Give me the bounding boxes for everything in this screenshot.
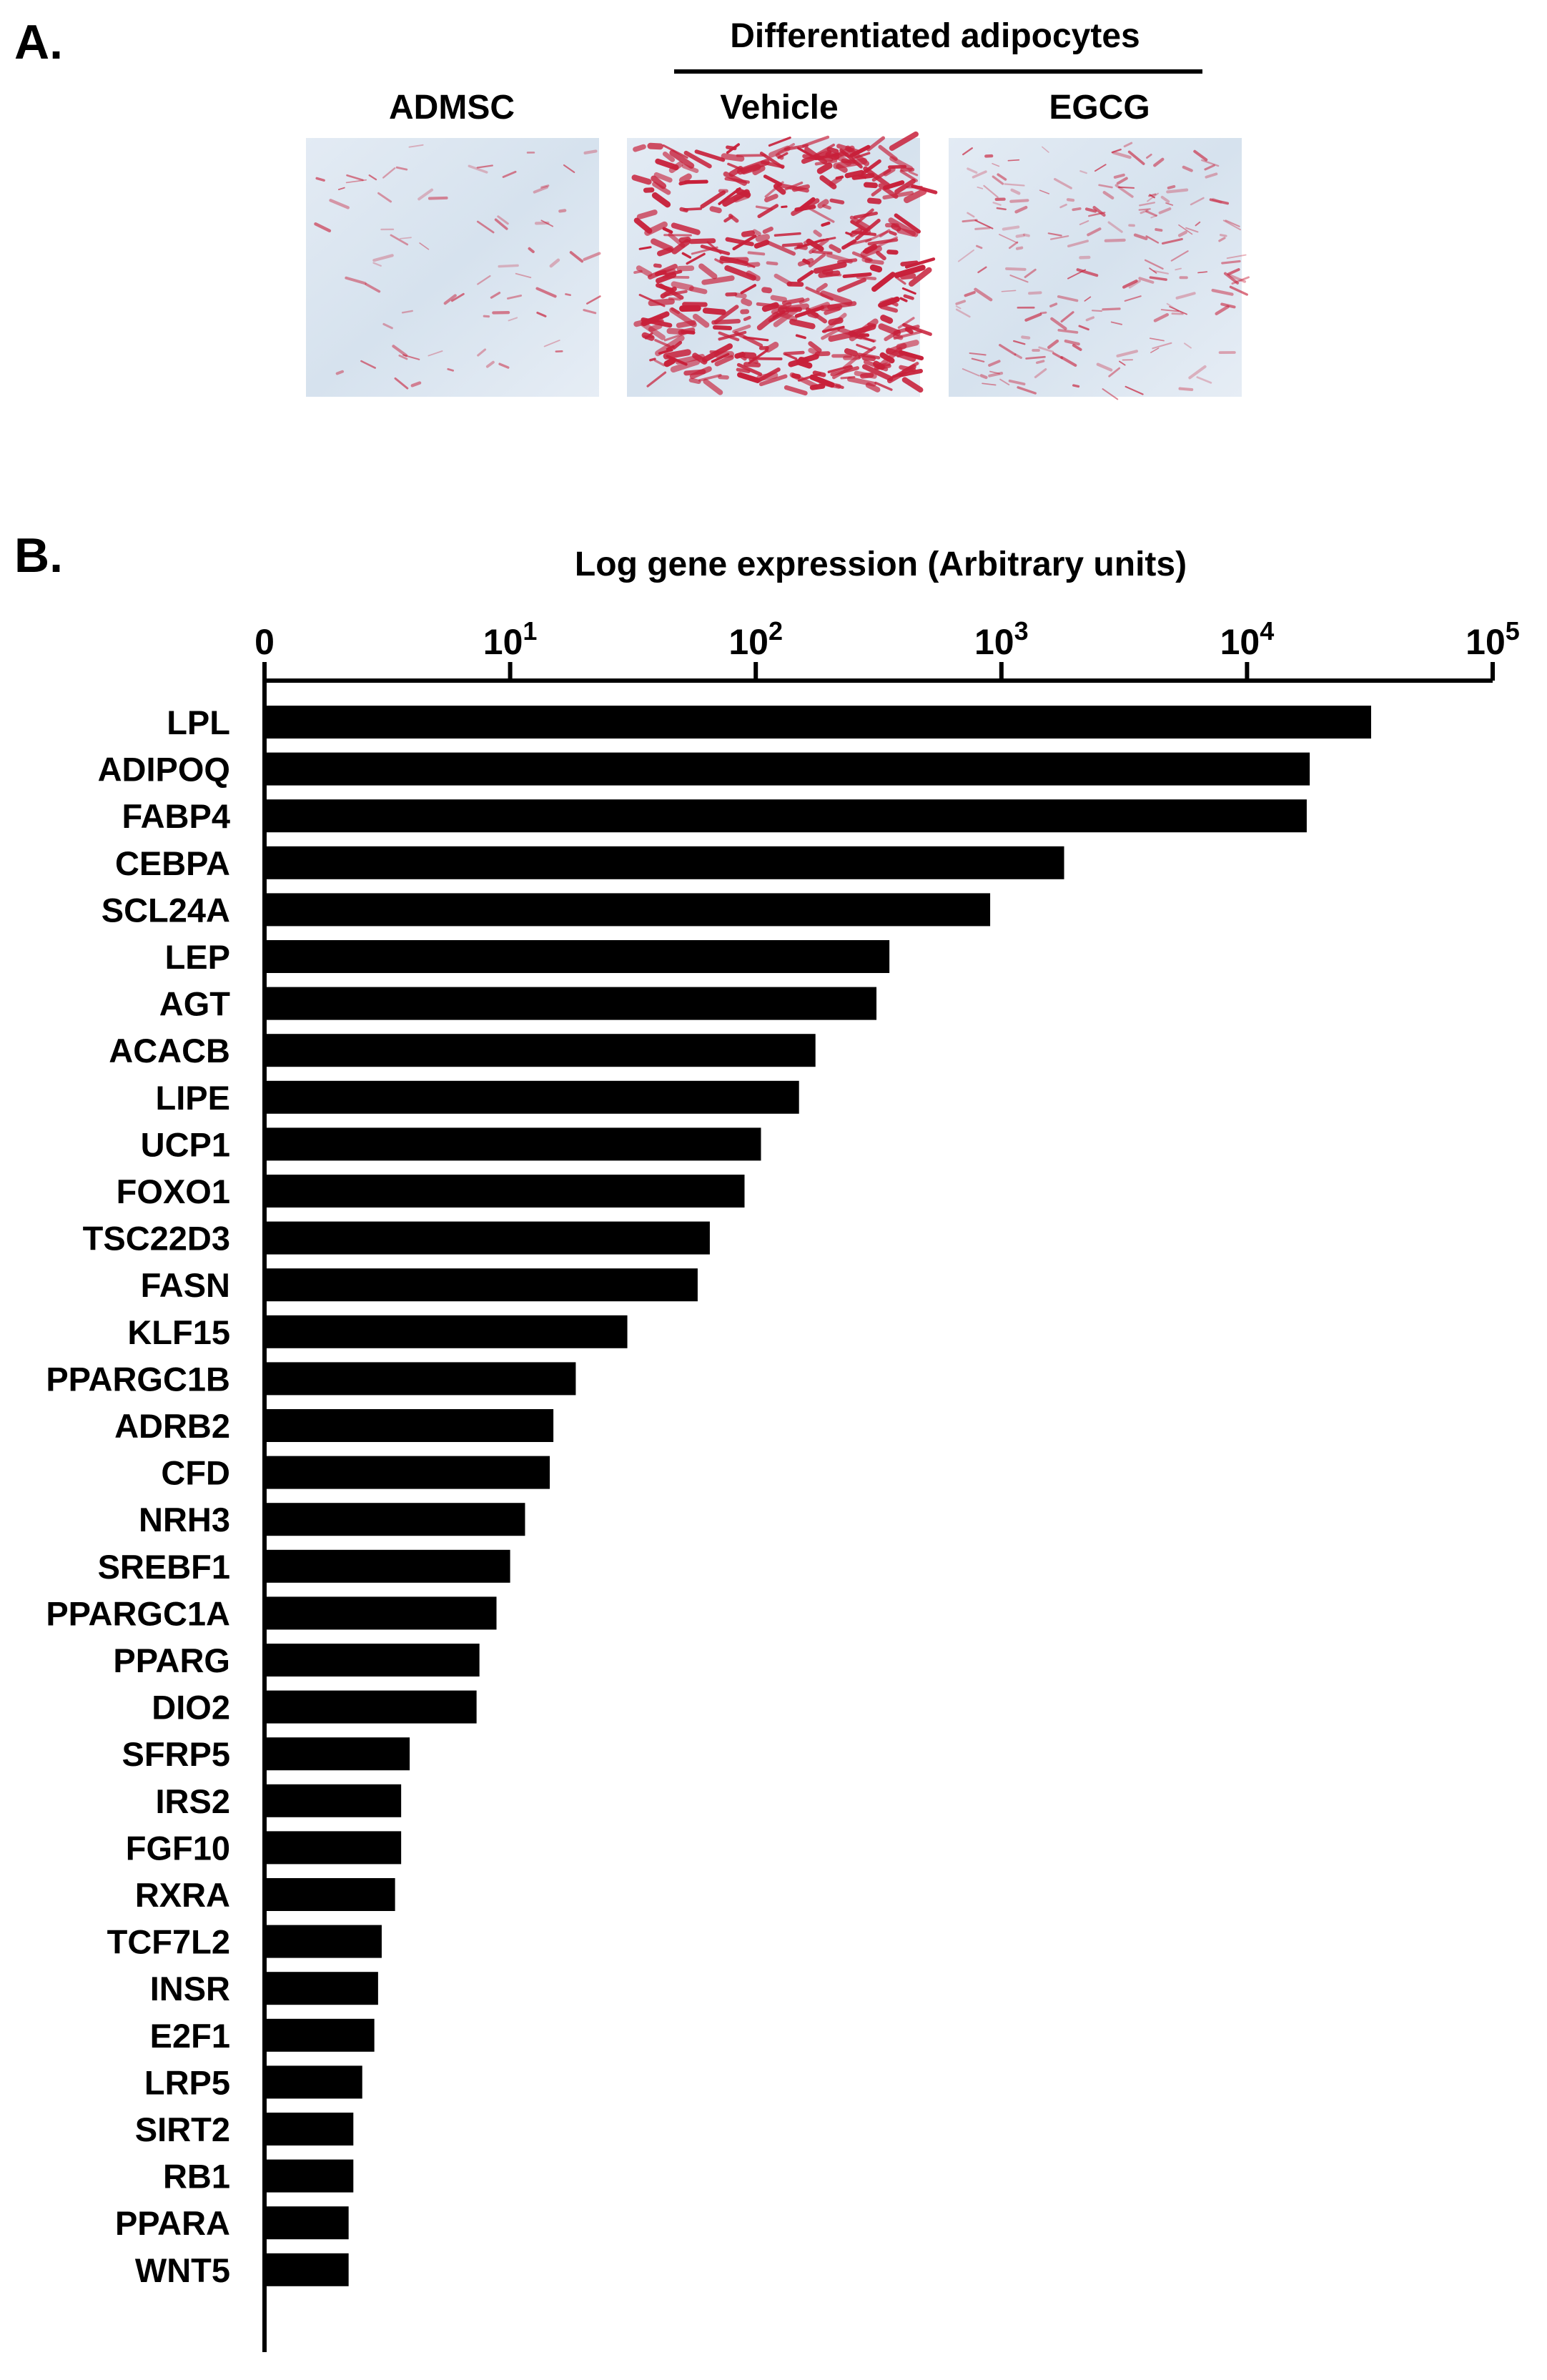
x-tick-base: 10 (483, 622, 523, 662)
bar-lep (265, 940, 890, 973)
bar-ppargc1b (265, 1362, 576, 1396)
category-label: LIPE (156, 1079, 230, 1117)
bar-adrb2 (265, 1409, 554, 1442)
bar-fasn (265, 1268, 698, 1302)
bar-adipoq (265, 752, 1310, 786)
image-label-admsc: ADMSC (389, 89, 515, 127)
category-label: ACACB (109, 1032, 230, 1070)
bar-fgf10 (265, 1831, 402, 1865)
category-label: WNT5 (135, 2251, 230, 2289)
bar-nrh3 (265, 1503, 525, 1536)
category-label: SIRT2 (135, 2110, 230, 2148)
micrograph-egcg (949, 138, 1250, 400)
category-label: CEBPA (115, 844, 230, 882)
panel-a-label: A. (14, 15, 63, 69)
micrograph-admsc (306, 138, 601, 397)
bar-lipe (265, 1080, 799, 1114)
category-label: SFRP5 (122, 1735, 231, 1773)
category-label: RXRA (135, 1876, 230, 1914)
x-tick-exponent: 2 (768, 616, 783, 646)
bar-ucp1 (265, 1127, 761, 1161)
category-label: ADRB2 (114, 1407, 230, 1445)
x-tick-label: 103 (974, 616, 1029, 662)
x-tick-base: 10 (974, 622, 1014, 662)
category-label: ADIPOQ (98, 751, 230, 789)
panel-b-label: B. (14, 528, 63, 583)
bar-pparg (265, 1644, 480, 1677)
image-label-vehicle: Vehicle (720, 89, 838, 127)
category-label: LEP (165, 938, 230, 976)
x-tick-label: 101 (483, 616, 538, 662)
category-label: UCP1 (141, 1125, 230, 1163)
category-label: DIO2 (152, 1689, 230, 1727)
category-label: SCL24A (102, 891, 230, 929)
category-label: RB1 (163, 2158, 230, 2196)
x-tick-label: 0 (254, 622, 275, 662)
category-label: PPARA (115, 2204, 230, 2242)
bar-tcf7l2 (265, 1925, 382, 1958)
category-label: FABP4 (122, 797, 231, 835)
bar-foxo1 (265, 1175, 745, 1208)
bar-agt (265, 987, 877, 1020)
category-label: LRP5 (144, 2063, 230, 2101)
category-label: TCF7L2 (107, 1923, 230, 1961)
category-label: INSR (150, 1970, 230, 2008)
bar-cfd (265, 1456, 550, 1489)
bar-cebpa (265, 846, 1064, 879)
bar-ppargc1a (265, 1596, 497, 1630)
x-tick-label: 105 (1466, 616, 1520, 662)
x-tick-exponent: 5 (1506, 616, 1520, 646)
bar-klf15 (265, 1315, 628, 1348)
category-label: FGF10 (126, 1829, 230, 1867)
category-label: PPARGC1B (46, 1360, 230, 1398)
x-tick-base: 0 (254, 622, 275, 662)
image-label-egcg: EGCG (1049, 89, 1150, 127)
x-tick-base: 10 (1466, 622, 1506, 662)
bar-scl24a (265, 893, 991, 927)
bar-ppara (265, 2206, 349, 2240)
category-label: SREBF1 (98, 1548, 230, 1586)
category-label: E2F1 (150, 2017, 230, 2055)
bar-irs2 (265, 1784, 402, 1817)
bar-tsc22d3 (265, 1221, 710, 1255)
bar-sirt2 (265, 2113, 354, 2146)
x-tick-label: 104 (1220, 616, 1275, 662)
category-label: AGT (159, 985, 231, 1023)
x-axis-title: Log gene expression (Arbitrary units) (575, 545, 1187, 583)
x-tick-exponent: 3 (1014, 616, 1029, 646)
bar-acacb (265, 1034, 816, 1067)
category-label: KLF15 (127, 1313, 230, 1351)
category-label: PPARGC1A (46, 1594, 230, 1632)
category-label: TSC22D3 (83, 1220, 230, 1258)
category-label: LPL (167, 703, 230, 741)
category-label: NRH3 (139, 1501, 230, 1539)
bar-e2f1 (265, 2018, 375, 2052)
category-label: FASN (141, 1266, 230, 1304)
category-label: IRS2 (156, 1782, 231, 1820)
x-tick-base: 10 (1220, 622, 1260, 662)
x-tick-label: 102 (728, 616, 783, 662)
micrograph-vehicle (627, 131, 938, 397)
bar-sfrp5 (265, 1737, 410, 1771)
group-label: Differentiated adipocytes (730, 17, 1140, 55)
bar-series (265, 706, 1371, 2286)
category-label: FOXO1 (117, 1172, 230, 1210)
bar-insr (265, 1972, 378, 2005)
bar-rxra (265, 1878, 395, 1911)
bar-rb1 (265, 2159, 354, 2193)
bar-fabp4 (265, 799, 1307, 833)
bar-srebf1 (265, 1549, 510, 1583)
bar-lrp5 (265, 2065, 362, 2099)
x-tick-exponent: 1 (523, 616, 537, 646)
bar-lpl (265, 706, 1371, 739)
bar-wnt5 (265, 2253, 349, 2286)
category-labels: LPL ADIPOQ FABP4 CEBPA SCL24A LEP AGT ACACB LIPE… (46, 703, 230, 2289)
bar-dio2 (265, 1690, 477, 1724)
x-tick-exponent: 4 (1260, 616, 1274, 646)
category-label: CFD (161, 1454, 230, 1492)
category-label: PPARG (113, 1641, 230, 1679)
x-tick-base: 10 (728, 622, 768, 662)
